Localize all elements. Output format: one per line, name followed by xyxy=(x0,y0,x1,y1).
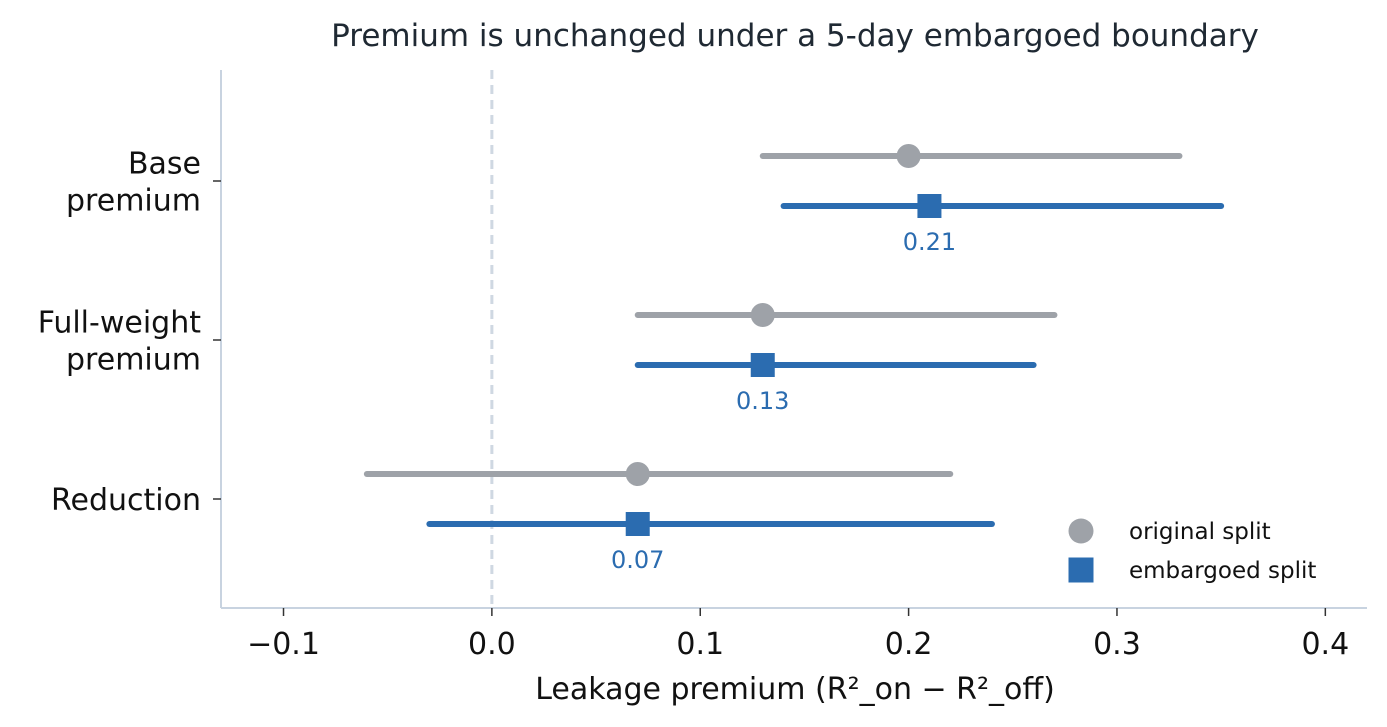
category-label: premium xyxy=(66,184,201,219)
legend-marker-circle xyxy=(1068,518,1094,544)
point-marker-square xyxy=(750,353,775,377)
data-label: 0.07 xyxy=(611,546,664,574)
x-tick-label: 0.4 xyxy=(1301,627,1349,662)
legend-marker-square xyxy=(1068,557,1094,583)
chart-title: Premium is unchanged under a 5-day embar… xyxy=(331,18,1259,54)
x-tick-label: 0.3 xyxy=(1093,627,1141,662)
data-label: 0.13 xyxy=(736,387,789,415)
x-tick-label: 0.2 xyxy=(885,627,933,662)
point-marker-circle xyxy=(750,303,775,327)
legend-label: original split xyxy=(1129,519,1271,545)
x-axis-label: Leakage premium (R²_on − R²_off) xyxy=(535,672,1055,707)
category-label: Reduction xyxy=(51,483,201,518)
x-tick-label: −0.1 xyxy=(247,627,320,662)
category-label: Base xyxy=(128,147,201,182)
legend-label: embargoed split xyxy=(1129,558,1316,584)
x-tick-label: 0.1 xyxy=(676,627,724,662)
x-tick-label: 0.0 xyxy=(468,627,516,662)
point-marker-circle xyxy=(625,462,650,486)
point-marker-square xyxy=(625,512,650,536)
category-label: premium xyxy=(66,343,201,378)
point-marker-circle xyxy=(896,144,921,168)
data-label: 0.21 xyxy=(903,228,956,256)
category-label: Full-weight xyxy=(38,306,202,341)
point-marker-square xyxy=(917,194,942,218)
